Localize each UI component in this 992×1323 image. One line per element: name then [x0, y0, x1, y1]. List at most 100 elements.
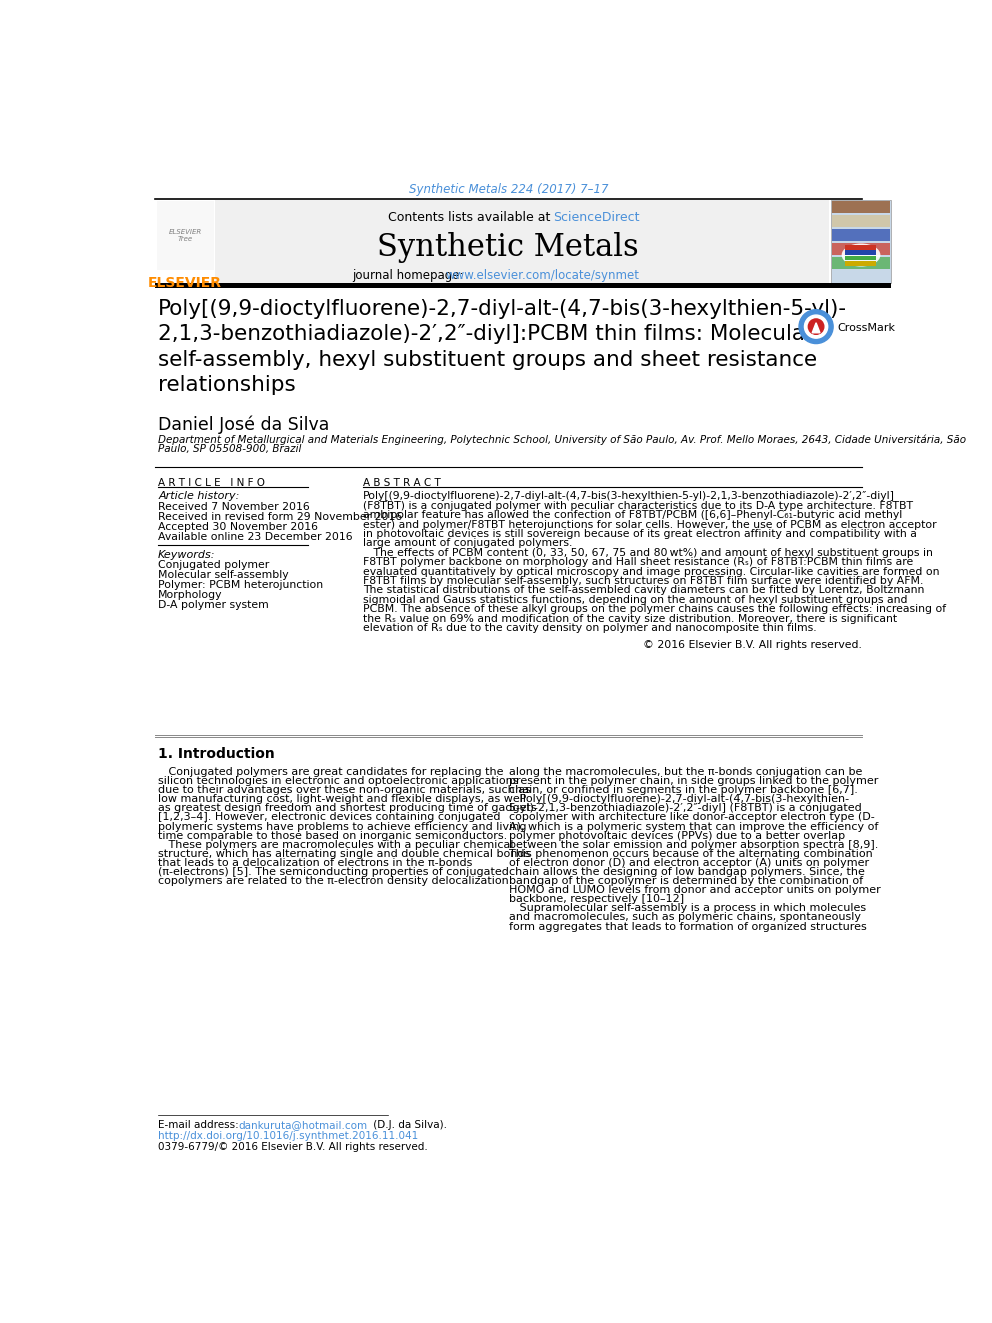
Text: © 2016 Elsevier B.V. All rights reserved.: © 2016 Elsevier B.V. All rights reserved… — [643, 640, 862, 650]
Text: elevation of Rₛ due to the cavity density on polymer and nanocomposite thin film: elevation of Rₛ due to the cavity densit… — [363, 623, 816, 632]
Text: Synthetic Metals: Synthetic Metals — [377, 232, 639, 263]
Text: ScienceDirect: ScienceDirect — [554, 212, 640, 224]
Bar — [155, 283, 891, 288]
Bar — [832, 257, 890, 269]
Text: and macromolecules, such as polymeric chains, spontaneously: and macromolecules, such as polymeric ch… — [509, 913, 861, 922]
Text: Keywords:: Keywords: — [158, 550, 215, 560]
Text: time comparable to those based on inorganic semiconductors.: time comparable to those based on inorga… — [158, 831, 507, 840]
Text: Molecular self-assembly: Molecular self-assembly — [158, 570, 289, 579]
Ellipse shape — [841, 243, 881, 266]
Text: Contents lists available at: Contents lists available at — [388, 212, 554, 224]
Text: D-A polymer system: D-A polymer system — [158, 599, 269, 610]
Text: copolymers are related to the π-electron density delocalization: copolymers are related to the π-electron… — [158, 876, 509, 886]
Text: ambipolar feature has allowed the confection of F8TBT/PCBM ([6,6]–Phenyl-C₆₁-but: ambipolar feature has allowed the confec… — [363, 511, 902, 520]
Text: F8TBT films by molecular self-assembly, such structures on F8TBT film surface we: F8TBT films by molecular self-assembly, … — [363, 576, 924, 586]
Text: the Rₛ value on 69% and modification of the cavity size distribution. Moreover, : the Rₛ value on 69% and modification of … — [363, 614, 897, 623]
Circle shape — [808, 319, 823, 335]
Text: large amount of conjugated polymers.: large amount of conjugated polymers. — [363, 538, 572, 548]
Text: Received 7 November 2016: Received 7 November 2016 — [158, 503, 310, 512]
Text: CrossMark: CrossMark — [837, 323, 895, 333]
Text: sigmoidal and Gauss statistics functions, depending on the amount of hexyl subst: sigmoidal and Gauss statistics functions… — [363, 595, 908, 605]
Text: Accepted 30 November 2016: Accepted 30 November 2016 — [158, 523, 318, 532]
Text: 0379-6779/© 2016 Elsevier B.V. All rights reserved.: 0379-6779/© 2016 Elsevier B.V. All right… — [158, 1142, 428, 1152]
Text: self-assembly, hexyl substituent groups and sheet resistance: self-assembly, hexyl substituent groups … — [158, 349, 817, 369]
Circle shape — [799, 310, 833, 344]
Text: Available online 23 December 2016: Available online 23 December 2016 — [158, 532, 353, 542]
Text: 5-yl)-2,1,3-benzothiadiazole)-2′,2″-diyl] (F8TBT) is a conjugated: 5-yl)-2,1,3-benzothiadiazole)-2′,2″-diyl… — [509, 803, 862, 814]
Bar — [845, 250, 876, 255]
Text: polymeric systems have problems to achieve efficiency and living: polymeric systems have problems to achie… — [158, 822, 527, 832]
Text: F8TBT polymer backbone on morphology and Hall sheet resistance (Rₛ) of F8TBT:PCB: F8TBT polymer backbone on morphology and… — [363, 557, 913, 568]
Bar — [845, 255, 876, 261]
Text: [1,2,3–4]. However, electronic devices containing conjugated: [1,2,3–4]. However, electronic devices c… — [158, 812, 501, 823]
Bar — [186, 200, 829, 283]
Text: This phenomenon occurs because of the alternating combination: This phenomenon occurs because of the al… — [509, 849, 873, 859]
Text: These polymers are macromolecules with a peculiar chemical: These polymers are macromolecules with a… — [158, 840, 514, 849]
Text: E-mail address:: E-mail address: — [158, 1121, 242, 1130]
Text: evaluated quantitatively by optical microscopy and image processing. Circular-li: evaluated quantitatively by optical micr… — [363, 566, 939, 577]
Text: (F8TBT) is a conjugated polymer with peculiar characteristics due to its D-A typ: (F8TBT) is a conjugated polymer with pec… — [363, 501, 913, 511]
Text: Daniel José da Silva: Daniel José da Silva — [158, 415, 329, 434]
Bar — [157, 201, 214, 270]
Text: Conjugated polymers are great candidates for replacing the: Conjugated polymers are great candidates… — [158, 767, 504, 777]
Text: ELSEVIER: ELSEVIER — [148, 275, 222, 290]
Text: 1. Introduction: 1. Introduction — [158, 747, 275, 761]
Text: in photovoltaic devices is still sovereign because of its great electron affinit: in photovoltaic devices is still soverei… — [363, 529, 917, 538]
Circle shape — [805, 315, 827, 339]
Text: Department of Metallurgical and Materials Engineering, Polytechnic School, Unive: Department of Metallurgical and Material… — [158, 434, 966, 445]
Text: ester) and polymer/F8TBT heterojunctions for solar cells. However, the use of PC: ester) and polymer/F8TBT heterojunctions… — [363, 520, 936, 529]
Bar — [831, 200, 891, 283]
Text: that leads to a delocalization of electrons in the π-bonds: that leads to a delocalization of electr… — [158, 857, 472, 868]
Text: chain allows the designing of low bandgap polymers. Since, the: chain allows the designing of low bandga… — [509, 867, 865, 877]
Text: The effects of PCBM content (0, 33, 50, 67, 75 and 80 wt%) and amount of hexyl s: The effects of PCBM content (0, 33, 50, … — [363, 548, 932, 558]
Text: Conjugated polymer: Conjugated polymer — [158, 560, 270, 570]
Text: A), which is a polymeric system that can improve the efficiency of: A), which is a polymeric system that can… — [509, 822, 879, 832]
Text: present in the polymer chain, in side groups linked to the polymer: present in the polymer chain, in side gr… — [509, 777, 879, 786]
Text: bandgap of the copolymer is determined by the combination of: bandgap of the copolymer is determined b… — [509, 876, 863, 886]
Text: due to their advantages over these non-organic materials, such as: due to their advantages over these non-o… — [158, 786, 531, 795]
Text: as greatest design freedom and shortest producing time of gadgets: as greatest design freedom and shortest … — [158, 803, 537, 814]
Text: form aggregates that leads to formation of organized structures: form aggregates that leads to formation … — [509, 922, 867, 931]
Text: (π-electrons) [5]. The semiconducting properties of conjugated: (π-electrons) [5]. The semiconducting pr… — [158, 867, 509, 877]
Text: PCBM. The absence of these alkyl groups on the polymer chains causes the followi: PCBM. The absence of these alkyl groups … — [363, 605, 945, 614]
Text: http://dx.doi.org/10.1016/j.synthmet.2016.11.041: http://dx.doi.org/10.1016/j.synthmet.201… — [158, 1131, 419, 1142]
Text: Supramolecular self-assembly is a process in which molecules: Supramolecular self-assembly is a proces… — [509, 904, 866, 913]
Text: between the solar emission and polymer absorption spectra [8,9].: between the solar emission and polymer a… — [509, 840, 879, 849]
Text: polymer photovoltaic devices (PPVs) due to a better overlap: polymer photovoltaic devices (PPVs) due … — [509, 831, 845, 840]
Text: structure, which has alternating single and double chemical bonds: structure, which has alternating single … — [158, 849, 531, 859]
Text: of electron donor (D) and electron acceptor (A) units on polymer: of electron donor (D) and electron accep… — [509, 857, 869, 868]
Bar — [845, 261, 876, 266]
Text: A R T I C L E   I N F O: A R T I C L E I N F O — [158, 478, 265, 488]
Text: relationships: relationships — [158, 376, 296, 396]
Bar — [832, 242, 890, 255]
Text: silicon technologies in electronic and optoelectronic applications: silicon technologies in electronic and o… — [158, 777, 519, 786]
Text: Poly[(9,9-dioctylfluorene)-2,7-diyl-alt-(4,7-bis(3-hexylthien-5-yl)-2,1,3-benzot: Poly[(9,9-dioctylfluorene)-2,7-diyl-alt-… — [363, 491, 895, 501]
Text: low manufacturing cost, light-weight and flexible displays, as well: low manufacturing cost, light-weight and… — [158, 794, 526, 804]
Polygon shape — [812, 323, 820, 333]
Bar — [155, 200, 215, 283]
Bar — [832, 229, 890, 241]
Text: Polymer: PCBM heterojunction: Polymer: PCBM heterojunction — [158, 579, 323, 590]
Text: 2,1,3-benzothiadiazole)-2′,2″-diyl]:PCBM thin films: Molecular: 2,1,3-benzothiadiazole)-2′,2″-diyl]:PCBM… — [158, 324, 814, 344]
Text: copolymer with architecture like donor-acceptor electron type (D-: copolymer with architecture like donor-a… — [509, 812, 875, 823]
Bar — [845, 245, 876, 250]
Text: backbone, respectively [10–12]: backbone, respectively [10–12] — [509, 894, 684, 904]
Text: Poly[(9,9-dioctylfluorene)-2,7-diyl-alt-(4,7-bis(3-hexylthien-: Poly[(9,9-dioctylfluorene)-2,7-diyl-alt-… — [509, 794, 849, 804]
Text: www.elsevier.com/locate/synmet: www.elsevier.com/locate/synmet — [445, 269, 640, 282]
Text: A B S T R A C T: A B S T R A C T — [363, 478, 440, 488]
Text: HOMO and LUMO levels from donor and acceptor units on polymer: HOMO and LUMO levels from donor and acce… — [509, 885, 881, 896]
Text: journal homepage:: journal homepage: — [352, 269, 468, 282]
Text: Article history:: Article history: — [158, 491, 239, 501]
Text: Synthetic Metals 224 (2017) 7–17: Synthetic Metals 224 (2017) 7–17 — [409, 184, 608, 196]
Text: (D.J. da Silva).: (D.J. da Silva). — [370, 1121, 447, 1130]
Bar — [832, 214, 890, 228]
Text: Morphology: Morphology — [158, 590, 222, 599]
Text: chain, or confined in segments in the polymer backbone [6,7].: chain, or confined in segments in the po… — [509, 786, 858, 795]
Text: Received in revised form 29 November 2016: Received in revised form 29 November 201… — [158, 512, 403, 523]
Bar — [832, 201, 890, 213]
Text: ELSEVIER
Tree: ELSEVIER Tree — [169, 229, 201, 242]
Text: Paulo, SP 05508-900, Brazil: Paulo, SP 05508-900, Brazil — [158, 445, 302, 454]
Text: dankuruta@hotmail.com: dankuruta@hotmail.com — [239, 1121, 368, 1130]
Text: The statistical distributions of the self-assembled cavity diameters can be fitt: The statistical distributions of the sel… — [363, 585, 925, 595]
Text: along the macromolecules, but the π-bonds conjugation can be: along the macromolecules, but the π-bond… — [509, 767, 863, 777]
